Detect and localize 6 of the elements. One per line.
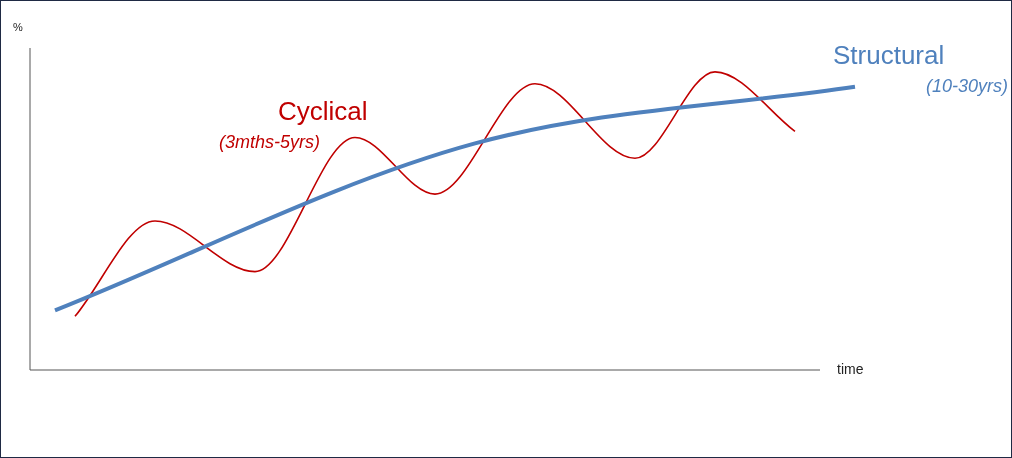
x-axis-title: time [837,360,864,377]
text: (10-30yrs) [925,76,1008,96]
series-label: Structural [833,40,945,71]
annotation: (3mths-5yrs) [218,132,320,152]
series-label: Cyclical [278,96,368,127]
y-axis-title: % [13,21,24,34]
